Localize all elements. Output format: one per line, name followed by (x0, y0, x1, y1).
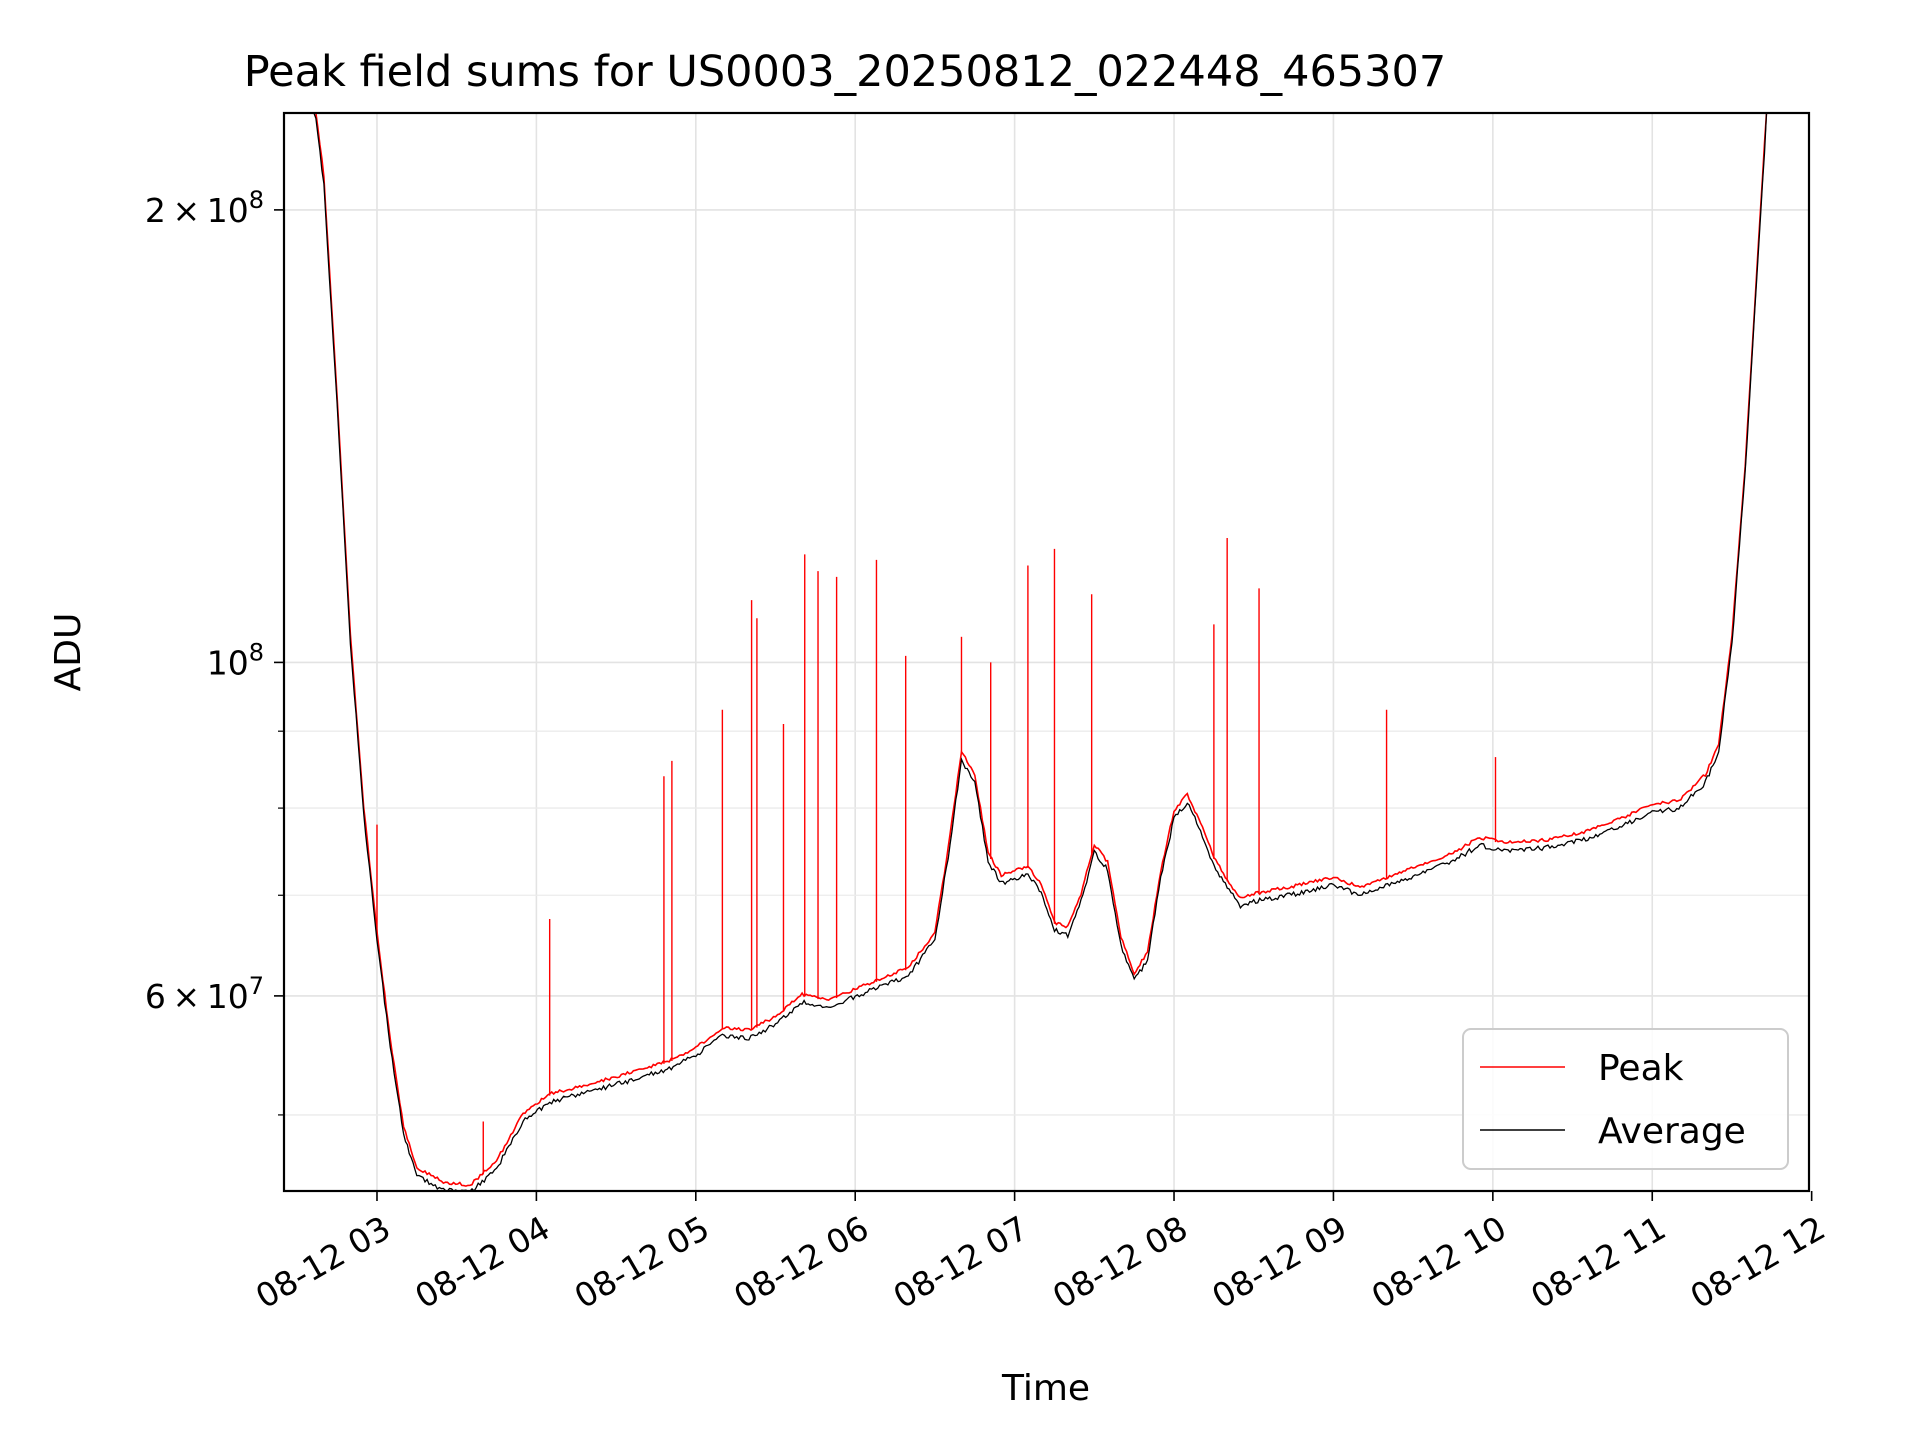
axes-frame (282, 111, 1811, 1193)
legend-peak-label: Peak (1598, 1048, 1684, 1089)
peak-series-line (284, 113, 1809, 1187)
legend: Peak Average (1462, 1028, 1789, 1170)
legend-box (1462, 1028, 1789, 1170)
plot-area (284, 113, 1809, 1191)
average-series-line (284, 113, 1809, 1191)
chart-title: Peak field sums for US0003_20250812_0224… (244, 47, 1447, 97)
grid-lines (284, 113, 1809, 1191)
x-axis-label: Time (1001, 1368, 1090, 1409)
y-tick-label: 2 × 108 (145, 186, 264, 230)
y-tick-label: 6 × 107 (145, 972, 264, 1016)
y-tick-label: 108 (207, 638, 264, 682)
legend-average-label: Average (1598, 1111, 1746, 1152)
y-axis-label: ADU (48, 613, 89, 692)
